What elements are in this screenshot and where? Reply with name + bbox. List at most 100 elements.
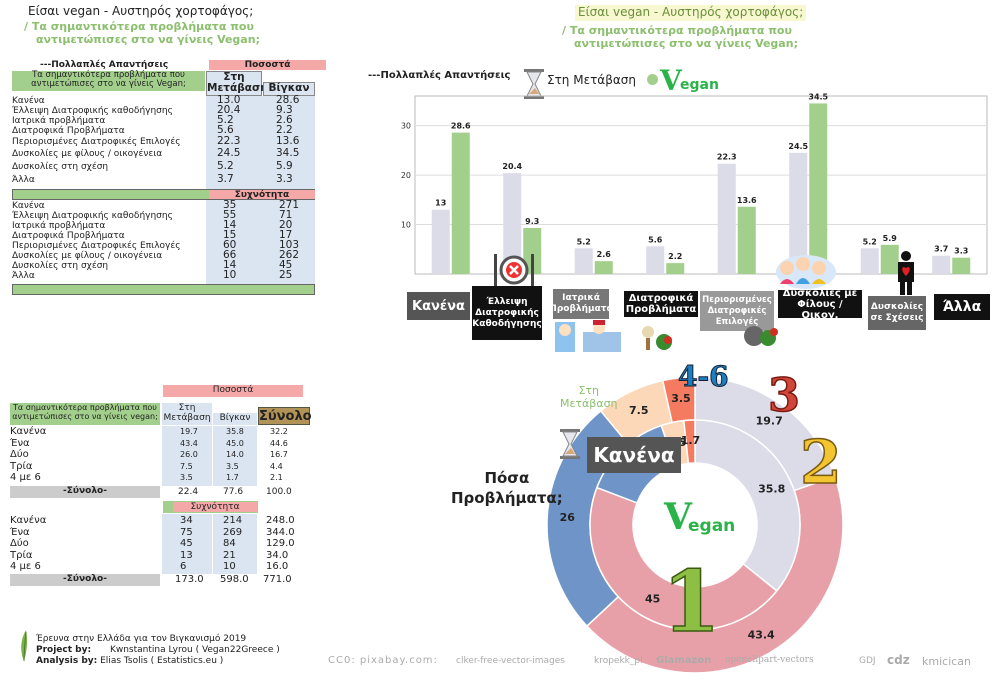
table-problems: ---Πολλαπλές Απαντήσεις Ποσοστά Τα σημαν… (10, 58, 326, 296)
bar-value-label: 13.6 (737, 196, 757, 205)
row2-p3: 2.1 (270, 473, 283, 482)
no-food-icon (490, 250, 538, 294)
row-pct-transition: 5.6 (217, 124, 234, 136)
row-freq-transition: 10 (223, 269, 237, 281)
row2-label: Κανένα (10, 515, 47, 526)
row2-f3: 16.0 (266, 561, 289, 572)
t2-total-p3: 100.0 (266, 487, 292, 497)
t2-total-f1: 173.0 (175, 574, 204, 585)
row-pct-vegan: 9.3 (276, 104, 293, 116)
row-freq-vegan: 20 (279, 219, 293, 231)
row-label: Έλλειψη Διατροφικής καθοδήγησης (12, 211, 173, 221)
donut-hourglass-icon (559, 428, 581, 460)
row2-f1: 34 (180, 515, 193, 526)
row-pct-vegan: 28.6 (276, 94, 300, 106)
t2-total-p1: 22.4 (178, 487, 199, 497)
t2-total-label-2: -Σύνολο- (10, 574, 160, 586)
row2-label: Δύο (10, 538, 29, 549)
row2-p1: 43.4 (180, 438, 198, 448)
footer-a: clker-free-vector-images (456, 656, 565, 666)
bar-transition (574, 248, 593, 274)
heart-person-icon (892, 250, 920, 300)
row-freq-vegan: 45 (279, 259, 293, 271)
donut-value-label: 45 (645, 593, 660, 606)
donut-slice-outer (589, 486, 778, 631)
bar-vegan (451, 132, 470, 274)
col2-transition: Στη Μετάβαση (162, 403, 212, 425)
t2-bg-b (213, 426, 257, 486)
row-freq-vegan: 25 (279, 269, 293, 281)
table2-question: Τα σημαντικότερα προβλήματα που αντιμετώ… (10, 403, 160, 425)
category-label: Περιορισμένες Διατροφικές Επιλογές (700, 291, 774, 331)
row2-f3: 34.0 (266, 549, 289, 561)
donut-value-label: 1.7 (681, 434, 701, 447)
bar-vegan (880, 244, 899, 274)
bar-vegan (737, 206, 756, 274)
bar-vegan (594, 261, 613, 274)
bar-value-label: 2.6 (597, 250, 612, 259)
row-label: Ιατρικά προβλήματα (12, 116, 106, 126)
donut-transition-label-2: Μετάβαση (560, 397, 618, 410)
credits-project-label: Project by: (36, 645, 92, 655)
row-pct-transition: 24.5 (217, 147, 241, 159)
footer-c: Glamazon (656, 655, 712, 666)
row-label: Περιορισμένες Διατροφικές Επιλογές (12, 137, 181, 147)
header-percent: Ποσοστά (209, 60, 326, 70)
row-label: Άλλα (12, 175, 35, 185)
bar-value-label: 9.3 (525, 217, 539, 226)
bar-multi-label: ---Πολλαπλές Απαντήσεις (368, 70, 511, 81)
row2-p1: 3.5 (180, 473, 193, 482)
row2-f2: 10 (223, 561, 236, 572)
row2-f2: 21 (223, 549, 236, 561)
row-pct-transition: 3.7 (217, 173, 234, 185)
donut-slice-outer (682, 419, 696, 465)
row-label: Δυσκολίες στη σχέση (12, 261, 109, 271)
footer-d: openclipart-vectors (725, 655, 814, 665)
table-count: Ποσοστά Τα σημαντικότερα προβλήματα που … (8, 384, 313, 594)
row-pct-vegan: 5.9 (276, 160, 293, 172)
col2-total: Σύνολο (258, 407, 312, 425)
t2-bg-a (162, 426, 212, 486)
credits-line1: Έρευνα στην Ελλάδα για τον Βιγκανισμό 20… (36, 634, 247, 644)
row2-p3: 4.4 (270, 461, 283, 471)
category-label: Δυσκολίες σε Σχέσεις (868, 296, 926, 330)
bar-vegan (666, 263, 685, 274)
row-pct-vegan: 2.2 (276, 124, 293, 136)
bar-transition (431, 209, 450, 274)
category-label: Κανένα (407, 292, 470, 320)
hourglass-icon (523, 68, 545, 100)
t2-bg-d (213, 514, 257, 574)
bar-transition (860, 248, 879, 274)
row-freq-transition: 60 (223, 239, 237, 251)
food-icon (638, 318, 678, 356)
row-freq-vegan: 271 (279, 199, 300, 211)
t2-bg-c (162, 514, 212, 574)
multi-label: ---Πολλαπλές Απαντήσεις (40, 60, 169, 70)
donut-value-label: 19.7 (756, 415, 783, 428)
y-tick-label: 10 (401, 221, 411, 230)
row-freq-vegan: 17 (279, 229, 293, 241)
row-pct-transition: 5.2 (217, 114, 234, 126)
table-question: Τα σημαντικότερα προβλήματα που αντιμετώ… (12, 71, 205, 91)
bar-vegan (523, 228, 542, 274)
row-freq-transition: 55 (223, 209, 237, 221)
row2-label: Κανένα (10, 426, 47, 437)
row2-f2: 214 (223, 515, 243, 526)
category-label: Διατροφικά Προβλήματα (624, 291, 698, 317)
row2-p2: 1.7 (226, 473, 239, 482)
numeral-1: 1 (661, 552, 721, 651)
row2-f1: 13 (180, 549, 193, 561)
credits-project-value: Kwnstantina Lyrou ( Vegan22Greece ) (109, 645, 280, 655)
row-pct-transition: 5.2 (217, 160, 234, 172)
category-label: Έλλειψη Διατροφικής Καθοδήγησης (472, 286, 542, 340)
numeral-2: 2 (799, 427, 842, 499)
footer-e: GDJ (859, 656, 876, 666)
donut-value-label: 35.8 (758, 482, 785, 495)
row2-p3: 44.6 (270, 438, 288, 448)
bar-transition (932, 255, 951, 274)
row2-f1: 6 (180, 561, 187, 572)
row-pct-vegan: 34.5 (276, 147, 300, 159)
t2-total-f3: 771.0 (263, 574, 292, 585)
row2-p2: 35.8 (226, 427, 244, 436)
row-label: Διατροφικά Προβλήματα (12, 231, 125, 241)
